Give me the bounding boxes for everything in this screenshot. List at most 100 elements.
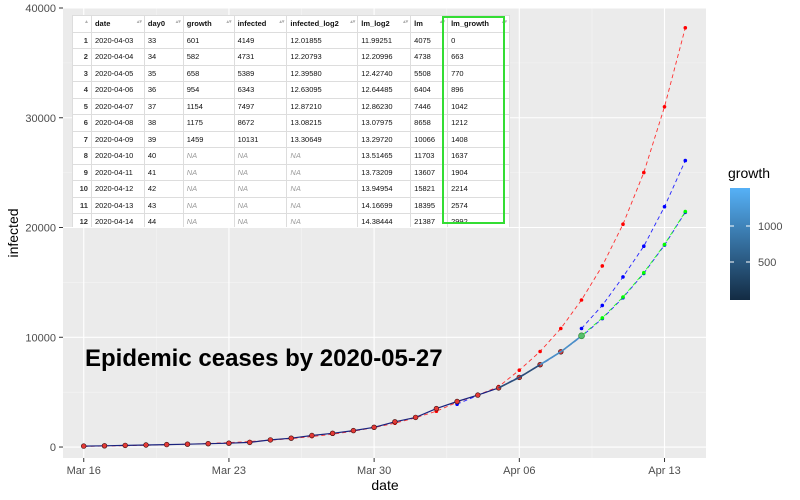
legend-colorbar: [730, 188, 750, 300]
table-cell: 13.73209: [357, 163, 412, 181]
column-header-label: date: [94, 19, 111, 29]
observed-growth-segment: [518, 364, 541, 379]
table-cell: NA: [182, 196, 235, 214]
column-header-infected[interactable]: infected ▴▾: [233, 15, 288, 33]
series-point-observed: [164, 441, 170, 448]
table-cell: 13607: [410, 163, 449, 181]
table-cell: 43: [143, 196, 184, 214]
table-cell: 582: [182, 48, 235, 66]
table-cell: 663: [447, 48, 510, 66]
table-row: 8 2020-04-10 40 NA NA NA 13.51465 11703 1637: [72, 147, 510, 165]
series-point-observed: [371, 424, 377, 430]
series-point-model: [579, 298, 584, 302]
table-cell: 1042: [447, 97, 510, 115]
column-header-day0[interactable]: day0 ▴▾: [143, 15, 184, 33]
sort-icon: ▲: [84, 19, 89, 25]
table-cell: 13.51465: [357, 147, 412, 165]
table-corner-sort[interactable]: ▲: [72, 15, 92, 33]
series-point-observed: [205, 441, 211, 447]
series-point-forecast-growth: [642, 270, 646, 275]
series-point-observed: [184, 441, 191, 447]
table-cell: 1459: [182, 130, 235, 148]
series-point-observed: [267, 437, 274, 443]
sort-arrows-icon: ▴▾: [440, 19, 446, 25]
row-number: 9: [72, 163, 92, 181]
table-cell: NA: [233, 163, 288, 181]
table-cell: 5508: [410, 64, 449, 82]
column-header-lm[interactable]: lm ▴▾: [410, 15, 449, 33]
table-cell: 11703: [410, 147, 449, 165]
column-header-label: infected: [237, 19, 267, 29]
table-cell: 12.20996: [357, 48, 412, 66]
table-cell: 2020-04-13: [90, 196, 145, 214]
table-cell: NA: [233, 196, 288, 214]
table-cell: NA: [182, 213, 235, 227]
series-point-model: [662, 105, 667, 109]
series-point-observed: [392, 419, 398, 425]
legend: growth 1000 500: [728, 165, 782, 300]
series-point-observed: [101, 443, 108, 449]
table-cell: 1175: [182, 114, 235, 132]
column-header-lm-log2[interactable]: lm_log2 ▴▾: [357, 15, 412, 33]
series-point-observed: [350, 427, 357, 434]
table-cell: 40: [143, 147, 184, 165]
series-point-model: [538, 349, 542, 354]
x-tick-label: Mar 23: [212, 465, 246, 477]
column-header-date[interactable]: date ▴▾: [90, 15, 145, 33]
series-point-model: [683, 26, 688, 30]
column-header-label: lm_log2: [361, 19, 390, 29]
table-cell: 38: [143, 114, 184, 132]
series-point-observed: [288, 435, 294, 441]
table-cell: NA: [182, 147, 235, 165]
table-cell: 42: [143, 180, 184, 198]
table-cell: 2020-04-08: [90, 114, 145, 132]
table-cell: 0: [447, 31, 510, 49]
table-cell: NA: [233, 180, 288, 198]
row-number: 2: [72, 48, 92, 66]
row-number: 10: [72, 180, 92, 198]
table-cell: 14.38444: [357, 213, 412, 227]
table-cell: 39: [143, 130, 184, 148]
series-layer: [80, 26, 688, 449]
table-cell: 6404: [410, 81, 449, 99]
x-tick-label: Mar 16: [67, 465, 101, 477]
table-cell: 8672: [233, 114, 288, 132]
sort-arrows-icon: ▴▾: [226, 19, 232, 25]
row-number: 6: [72, 114, 92, 132]
series-point-observed: [454, 398, 460, 405]
row-number: 1: [72, 31, 92, 49]
series-line-forecast-steep: [581, 160, 686, 329]
table-header-row: ▲ date ▴▾ day0 ▴▾ growth ▴▾ infected ▴▾ infected_…: [72, 15, 510, 33]
column-header-lm-growth[interactable]: lm_growth ▴▾: [447, 15, 510, 33]
table-cell: 2020-04-06: [90, 81, 145, 99]
row-number: 12: [72, 213, 92, 227]
table-row: 3 2020-04-05 35 658 5389 12.39580 12.42740 5508…: [72, 64, 510, 82]
table-cell: NA: [182, 163, 235, 181]
table-row: 6 2020-04-08 38 1175 8672 13.08215 13.07975 865…: [72, 114, 510, 132]
table-cell: 13.30649: [286, 130, 359, 148]
table-cell: 7497: [233, 97, 288, 115]
table-cell: 34: [143, 48, 184, 66]
table-cell: 2020-04-11: [90, 163, 145, 181]
legend-title: growth: [728, 165, 770, 181]
table-cell: 12.39580: [286, 64, 359, 82]
table-row: 5 2020-04-07 37 1154 7497 12.87210 12.86230 744…: [72, 97, 510, 115]
table-cell: 13.07975: [357, 114, 412, 132]
series-point-model: [621, 222, 625, 226]
column-header-growth[interactable]: growth ▴▾: [182, 15, 235, 33]
x-axis-title: date: [371, 477, 398, 493]
x-tick-label: Apr 06: [503, 465, 535, 477]
series-point-observed: [329, 430, 336, 436]
series-point-forecast-steep: [683, 158, 688, 163]
series-point-model: [642, 170, 646, 175]
table-cell: 658: [182, 64, 235, 82]
row-number: 11: [72, 196, 92, 214]
x-tick-label: Mar 30: [357, 465, 391, 477]
series-point-observed: [433, 405, 440, 412]
table-cell: 2214: [447, 180, 510, 198]
table-cell: 2020-04-10: [90, 147, 145, 165]
column-header-label: infected_log2: [290, 19, 339, 29]
column-header-infected-log2[interactable]: infected_log2 ▴▾: [286, 15, 359, 33]
series-point-observed: [80, 443, 87, 449]
table-cell: 10066: [410, 130, 449, 148]
